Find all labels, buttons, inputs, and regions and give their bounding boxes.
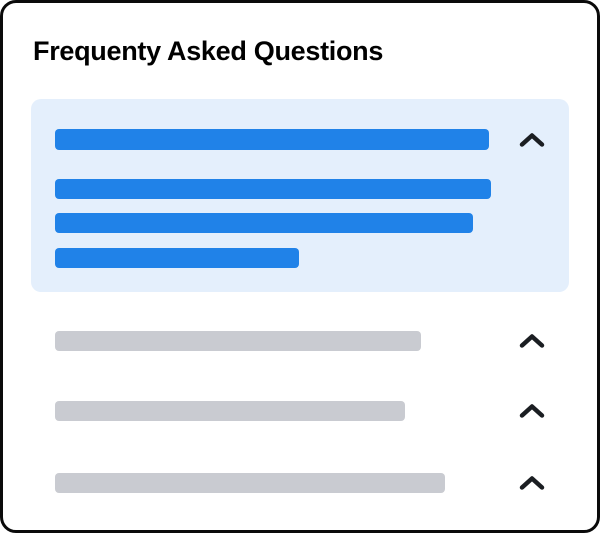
faq-item-4-collapsed[interactable] [55,473,545,494]
collapse-button[interactable] [519,132,545,148]
faq-answer-area [55,179,545,269]
chevron-up-icon [519,132,545,147]
answer-placeholder-bar [55,248,299,269]
page-title: Frequenty Asked Questions [33,36,384,66]
expand-button[interactable] [519,403,545,419]
faq-item-1-expanded[interactable] [31,99,569,293]
answer-placeholder-bar [55,179,491,200]
faq-item-3-collapsed[interactable] [55,401,545,422]
expand-button[interactable] [519,333,545,349]
question-placeholder-bar [55,129,489,151]
chevron-up-icon [519,334,545,348]
question-placeholder-bar [55,473,445,494]
chevron-up-icon [519,404,545,418]
expand-button[interactable] [519,475,545,491]
faq-item-2-collapsed[interactable] [55,331,545,352]
question-placeholder-bar [55,331,421,352]
question-placeholder-bar [55,401,405,422]
chevron-up-icon [519,476,545,490]
answer-placeholder-bar [55,213,473,234]
faq-question-row[interactable] [55,129,545,151]
